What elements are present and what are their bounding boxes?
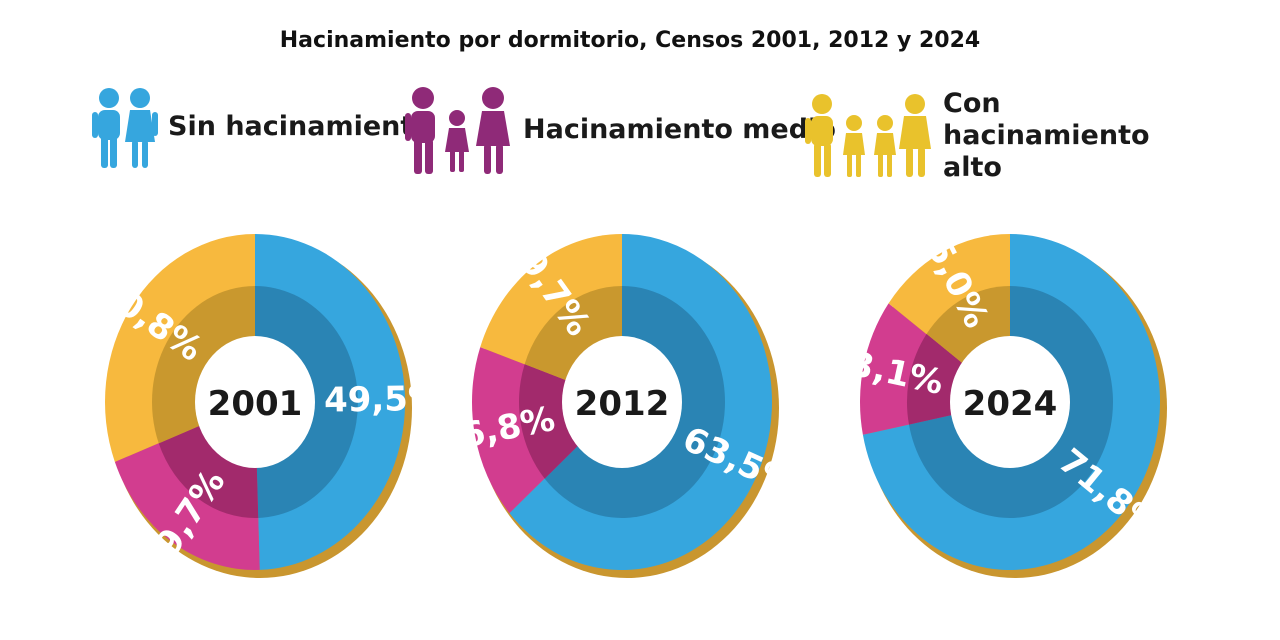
family-of-three-icon	[405, 87, 510, 174]
donut-hole	[195, 336, 315, 468]
chart-title: Hacinamiento por dormitorio, Censos 2001…	[279, 28, 981, 53]
pct-label-sin-hacinamiento: 49,5%	[324, 379, 443, 421]
legend-label: Sin hacinamiento	[168, 111, 432, 142]
legend-con-hacinamiento-alto: Con hacinamiento alto	[805, 88, 1193, 184]
year-label: 2024	[963, 384, 1058, 424]
legend-label: Hacinamiento medio	[523, 114, 836, 145]
year-label: 2012	[575, 384, 670, 424]
legend-hacinamiento-medio: Hacinamiento medio	[405, 84, 836, 176]
donut-hole	[562, 336, 682, 468]
family-of-four-icon	[805, 94, 931, 177]
legend-label: Con hacinamiento alto	[943, 88, 1150, 183]
donut-2001: 2001 49,5%19,7%30,8%	[90, 233, 443, 583]
couple-icon	[92, 88, 158, 168]
legend-sin-hacinamiento: Sin hacinamiento	[92, 84, 432, 170]
year-label: 2001	[208, 384, 303, 424]
donut-hole	[950, 336, 1070, 468]
